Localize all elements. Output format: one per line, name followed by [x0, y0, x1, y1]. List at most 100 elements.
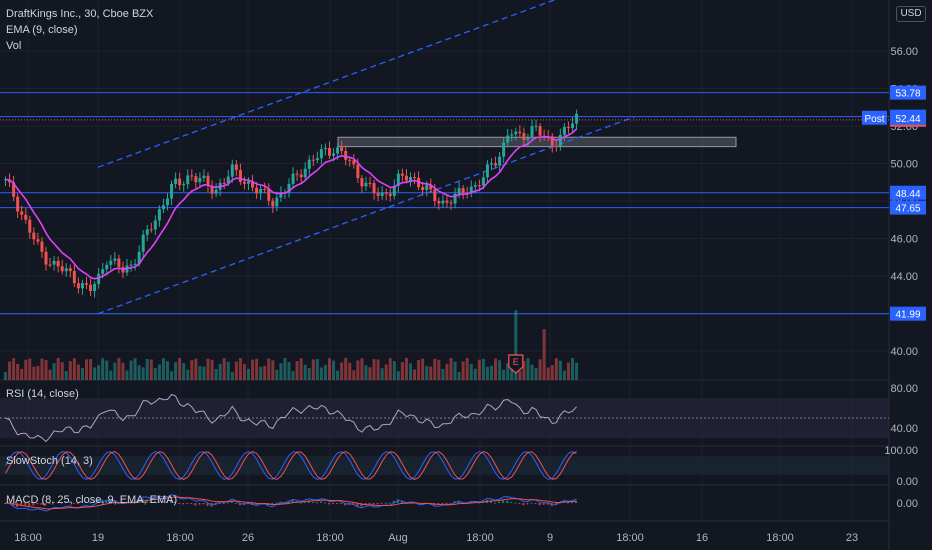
- x-tick-label: 26: [242, 532, 254, 544]
- candle-body: [494, 163, 498, 166]
- volume-bar: [546, 367, 550, 380]
- volume-bar: [60, 362, 64, 380]
- volume-bar: [433, 358, 437, 380]
- symbol-title: DraftKings Inc., 30, Cboe BZX: [6, 8, 154, 20]
- candle-body: [502, 142, 506, 157]
- candle-body: [360, 178, 364, 187]
- macd-hist-bar: [52, 501, 55, 503]
- candle-body: [149, 229, 153, 231]
- macd-hist-bar: [291, 499, 294, 503]
- macd-hist-bar: [93, 500, 96, 503]
- macd-hist-bar: [40, 503, 43, 505]
- volume-bar: [238, 358, 242, 380]
- candle-body: [328, 147, 331, 156]
- candle-body: [145, 229, 149, 235]
- macd-hist-bar: [319, 501, 322, 503]
- volume-bar: [85, 359, 88, 380]
- volume-bar: [40, 358, 44, 380]
- macd-hist-bar: [85, 501, 87, 503]
- candle-body: [538, 126, 542, 136]
- candle-body: [506, 135, 510, 143]
- macd-hist-bar: [510, 501, 513, 503]
- volume-bar: [307, 368, 311, 380]
- volume-bar: [291, 371, 295, 380]
- volume-bar: [336, 370, 340, 380]
- candle-body: [554, 145, 558, 147]
- candle-body: [336, 147, 340, 154]
- candle-body: [348, 159, 352, 161]
- candle-body: [44, 251, 48, 265]
- candle-body: [85, 283, 88, 285]
- volume-bar: [429, 366, 433, 380]
- candle-body: [97, 273, 101, 284]
- volume-bar: [275, 369, 279, 380]
- volume-bar: [16, 363, 20, 380]
- macd-hist-bar: [170, 500, 173, 503]
- candle-body: [380, 192, 384, 196]
- candle-body: [133, 263, 137, 265]
- post-tag-bg: [862, 110, 887, 125]
- macd-hist-bar: [80, 501, 83, 503]
- supply-zone: [337, 136, 737, 148]
- macd-hist-bar: [190, 503, 193, 505]
- candle-body: [129, 264, 133, 266]
- macd-hist-bar: [36, 503, 39, 505]
- macd-hist-bar: [530, 502, 533, 504]
- volume-bar: [323, 365, 327, 380]
- candle-body: [299, 174, 303, 178]
- volume-bar: [421, 358, 425, 380]
- candle-body: [101, 269, 105, 274]
- volume-bar: [481, 358, 485, 380]
- volume-bar: [538, 359, 542, 380]
- candle-body: [20, 211, 24, 215]
- price-tick-label: 50.00: [890, 159, 918, 171]
- macd-hist-bar: [380, 502, 383, 504]
- macd-legend: MACD (8, 25, close, 9, EMA, EMA): [6, 494, 178, 506]
- macd-hist-bar: [48, 503, 51, 504]
- macd-hist-bar: [506, 500, 509, 503]
- macd-hist-bar: [56, 502, 59, 504]
- macd-hist-bar: [534, 503, 537, 504]
- macd-hist-bar: [186, 503, 189, 504]
- volume-bar: [101, 358, 105, 380]
- candle-body: [364, 182, 368, 187]
- volume-bar: [161, 358, 165, 380]
- candle-body: [76, 283, 80, 289]
- volume-bar: [477, 359, 481, 380]
- volume-bar: [113, 362, 117, 380]
- candle-body: [421, 187, 425, 191]
- volume-bar: [534, 367, 538, 380]
- volume-bar: [485, 366, 489, 380]
- volume-bar: [267, 358, 271, 380]
- x-tick-label: 9: [547, 532, 553, 544]
- candle-body: [368, 182, 372, 184]
- macd-hist-bar: [514, 502, 517, 504]
- candle-body: [441, 200, 445, 204]
- candle-body: [550, 136, 554, 146]
- macd-hist-bar: [469, 501, 472, 503]
- volume-bar: [76, 364, 80, 380]
- volume-bar: [234, 361, 238, 380]
- candle-body: [109, 260, 113, 265]
- macd-hist-bar: [149, 501, 152, 503]
- macd-hist-bar: [161, 501, 164, 503]
- candle-body: [153, 220, 157, 230]
- candle-body: [413, 177, 417, 179]
- candle-body: [376, 193, 380, 196]
- candle-body: [291, 173, 295, 184]
- macd-hist-bar: [178, 503, 181, 505]
- macd-hist-bar: [28, 503, 31, 507]
- candle-body: [469, 186, 473, 194]
- candle-body: [303, 168, 307, 178]
- volume-bar: [457, 371, 461, 380]
- macd-hist-bar: [287, 500, 290, 503]
- volume-bar: [12, 358, 16, 380]
- volume-bar: [360, 358, 364, 380]
- macd-hist-bar: [558, 502, 561, 504]
- candle-body: [186, 175, 190, 185]
- macd-hist-bar: [133, 502, 136, 504]
- volume-bar: [24, 359, 28, 380]
- currency-selector[interactable]: USD: [896, 6, 926, 22]
- rsi-line: [5, 393, 577, 443]
